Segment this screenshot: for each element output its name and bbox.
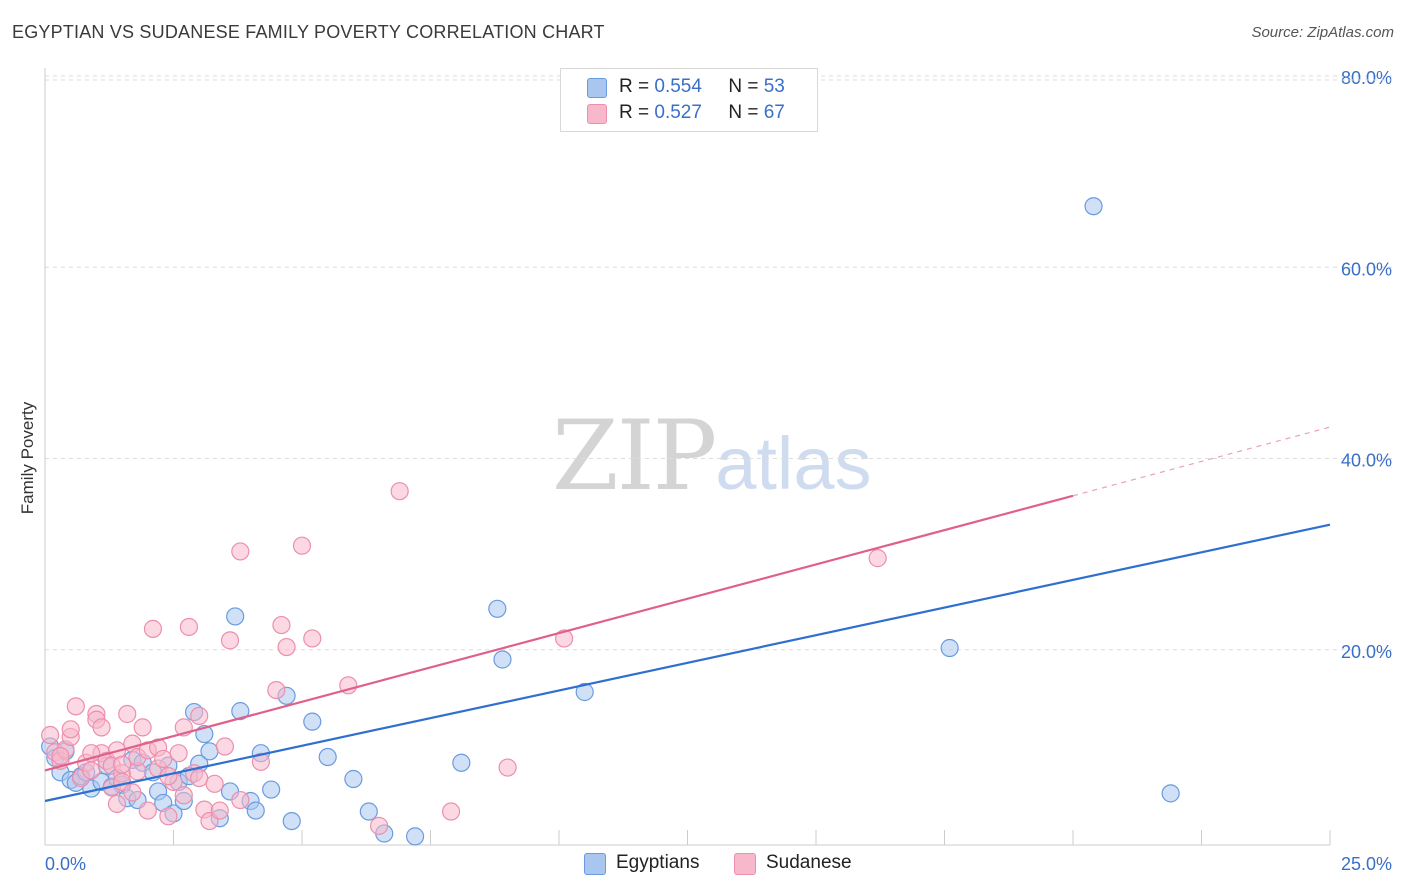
egyptians-point (488, 599, 507, 618)
sudanese-point (277, 637, 296, 657)
sudanese-point (154, 749, 173, 769)
legend-n-value: 67 (763, 102, 785, 123)
sudanese-point (498, 758, 517, 777)
sudanese-swatch (734, 853, 756, 875)
egyptians-point (940, 638, 959, 658)
egyptians-point (405, 827, 425, 846)
sudanese-point (169, 744, 188, 763)
sudanese-point (92, 718, 111, 737)
legend-n-label: N = (728, 102, 759, 123)
legend-n-label: N = (728, 76, 759, 97)
egyptians-swatch (584, 853, 606, 875)
egyptians-point (575, 682, 594, 702)
source-label: Source: ZipAtlas.com (1251, 24, 1394, 41)
sudanese-trend-extension (1072, 426, 1331, 497)
sudanese-point (267, 680, 286, 700)
egyptians-swatch (587, 78, 607, 98)
egyptians-point (452, 753, 471, 772)
sudanese-point (143, 619, 163, 638)
sudanese-point (123, 783, 142, 802)
bottom-legend-label: Egyptians (616, 852, 700, 873)
sudanese-point (61, 720, 80, 739)
y-tick-label: 20.0% (1341, 642, 1392, 662)
sudanese-point (210, 801, 229, 820)
sudanese-point (159, 807, 178, 826)
sudanese-point (190, 706, 209, 726)
sudanese-point (51, 746, 70, 766)
sudanese-point (82, 761, 101, 780)
sudanese-point (231, 790, 250, 810)
egyptians-point (246, 801, 265, 820)
sudanese-point (868, 549, 887, 568)
sudanese-point (107, 794, 127, 813)
bottom-legend-label: Sudanese (766, 852, 852, 873)
egyptians-point (359, 802, 378, 821)
sudanese-point (555, 629, 574, 648)
sudanese-point (303, 629, 322, 648)
egyptians-point (1084, 197, 1103, 216)
egyptians-point (318, 747, 337, 767)
y-tick-label: 40.0% (1341, 451, 1392, 471)
sudanese-point (118, 704, 137, 724)
y-tick-label: 80.0% (1341, 68, 1392, 88)
legend: R = 0.554 N = 53 R = 0.527 N = 67 (560, 68, 818, 132)
sudanese-point (215, 737, 234, 756)
egyptians-point (303, 712, 322, 731)
sudanese-point (205, 774, 224, 793)
sudanese-point (138, 801, 157, 820)
egyptians-point (344, 769, 363, 789)
sudanese-swatch (587, 104, 607, 124)
legend-r-label: R = (619, 102, 650, 123)
y-tick-label: 60.0% (1341, 259, 1392, 279)
sudanese-point (370, 816, 389, 835)
sudanese-point (441, 802, 461, 821)
sudanese-point (179, 617, 199, 637)
egyptians-point (226, 607, 245, 626)
sudanese-point (41, 725, 60, 745)
sudanese-point (231, 542, 250, 561)
sudanese-point (133, 718, 152, 737)
sudanese-point (390, 482, 409, 501)
egyptians-point (200, 742, 219, 761)
sudanese-point (190, 768, 209, 788)
egyptians-point (231, 702, 250, 721)
legend-n-value: 53 (763, 76, 785, 97)
x-tick-label: 0.0% (45, 854, 86, 874)
egyptians-trend-line (44, 523, 1331, 803)
x-tick-label: 25.0% (1341, 854, 1392, 874)
egyptians-point (493, 650, 512, 669)
sudanese-point (66, 697, 85, 716)
legend-r-label: R = (619, 76, 650, 97)
chart-title: EGYPTIAN VS SUDANESE FAMILY POVERTY CORR… (12, 22, 605, 42)
sudanese-trend-line (44, 494, 1074, 772)
egyptians-point (1161, 784, 1180, 803)
sudanese-point (251, 752, 270, 771)
sudanese-point (272, 615, 291, 635)
sudanese-point (112, 755, 132, 774)
egyptians-point (262, 780, 281, 799)
legend-r-value: 0.527 (654, 102, 702, 123)
sudanese-point (174, 786, 193, 805)
sudanese-point (220, 631, 240, 650)
sudanese-point (292, 536, 312, 555)
legend-r-value: 0.554 (654, 76, 702, 97)
egyptians-point (282, 811, 301, 831)
